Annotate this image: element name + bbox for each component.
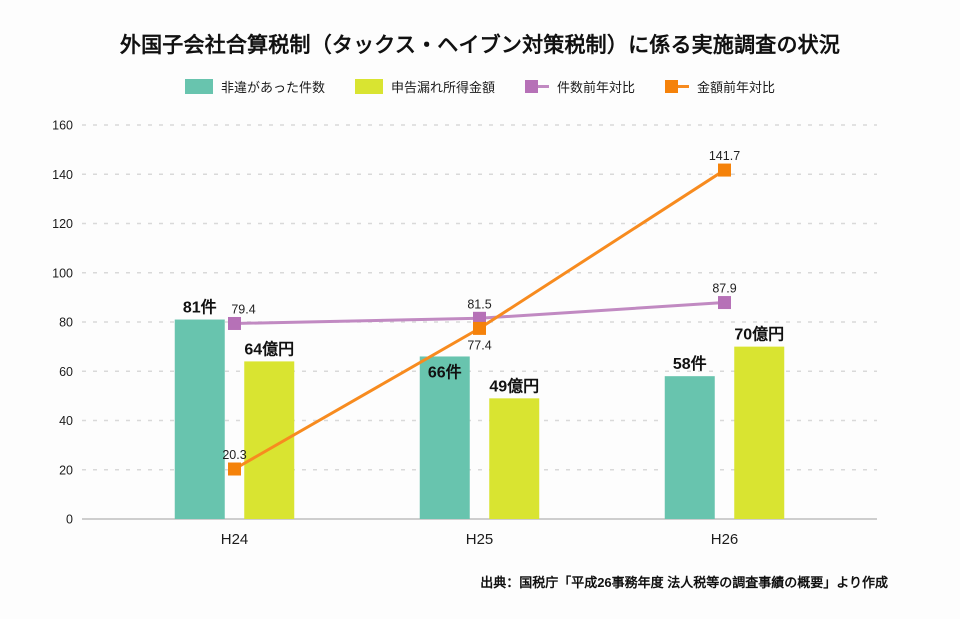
- point-label-h25-series0: 81.5: [467, 297, 491, 311]
- y-tick-label-100: 100: [52, 266, 73, 280]
- bar-label-h26-series1: 70億円: [734, 325, 784, 344]
- point-label-h26-series1: 141.7: [709, 149, 740, 163]
- line-marker-h26-series1: [718, 163, 731, 177]
- legend-line-icon: [538, 85, 549, 88]
- line-marker-h24-series1: [228, 462, 241, 476]
- bar-label-h26-series0: 58件: [673, 354, 707, 373]
- legend-marker-icon: [525, 80, 538, 93]
- y-tick-label-80: 80: [59, 316, 73, 330]
- bar-h26-series0: [664, 376, 715, 519]
- x-tick-label-h26: H26: [711, 531, 739, 548]
- legend-line-icon: [678, 85, 690, 88]
- bar-label-h25-series0: 66件: [428, 362, 462, 381]
- y-tick-label-140: 140: [52, 168, 73, 182]
- legend-label: 件数前年対比: [557, 80, 636, 95]
- point-label-h24-series1: 20.3: [222, 448, 246, 462]
- legend-item-line-2: 件数前年対比: [525, 77, 635, 96]
- legend-item-line-3: 金額前年対比: [665, 77, 775, 96]
- legend-marker-icon: [665, 80, 679, 93]
- bar-h24-series0: [174, 319, 225, 519]
- legend-label: 非違があった件数: [220, 80, 325, 95]
- legend: 非違があった件数 申告漏れ所得金額 件数前年対比 金額前年対比: [0, 77, 960, 96]
- legend-item-bar-0: 非違があった件数: [184, 77, 325, 96]
- bar-label-h25-series1: 49億円: [489, 376, 539, 395]
- legend-line-swatch-icon: [525, 80, 549, 93]
- legend-label: 申告漏れ所得金額: [390, 80, 495, 95]
- y-tick-label-40: 40: [59, 414, 73, 428]
- line-marker-h25-series0: [473, 311, 486, 325]
- legend-bar-swatch-icon: [184, 79, 213, 94]
- legend-bar-swatch-icon: [354, 79, 383, 94]
- legend-label: 金額前年対比: [697, 80, 776, 95]
- line-marker-h26-series0: [718, 296, 731, 310]
- source-note: 出典：国税庁「平成26事務年度 法人税等の調査事績の概要」より作成: [480, 575, 888, 590]
- point-label-h25-series1: 77.4: [467, 338, 491, 352]
- line-marker-h25-series1: [473, 321, 486, 335]
- y-tick-label-160: 160: [52, 119, 73, 133]
- point-label-h26-series0: 87.9: [712, 282, 736, 296]
- y-tick-label-20: 20: [59, 463, 73, 477]
- bar-h25-series0: [419, 356, 470, 519]
- point-label-h24-series0: 79.4: [231, 302, 255, 316]
- line-marker-h24-series0: [228, 316, 241, 330]
- legend-line-swatch-icon: [665, 80, 690, 93]
- bar-label-h24-series0: 81件: [183, 298, 217, 317]
- legend-item-bar-1: 申告漏れ所得金額: [354, 77, 495, 96]
- x-tick-label-h24: H24: [221, 531, 249, 548]
- x-tick-label-h25: H25: [466, 531, 494, 548]
- y-tick-label-60: 60: [59, 365, 73, 379]
- y-tick-label-0: 0: [66, 513, 73, 527]
- bar-h26-series1: [734, 346, 785, 519]
- chart-title: 外国子会社合算税制（タックス・ヘイブン対策税制）に係る実施調査の状況: [119, 34, 841, 57]
- bar-h25-series1: [489, 398, 540, 519]
- y-tick-label-120: 120: [52, 217, 73, 231]
- bar-label-h24-series1: 64億円: [244, 339, 294, 358]
